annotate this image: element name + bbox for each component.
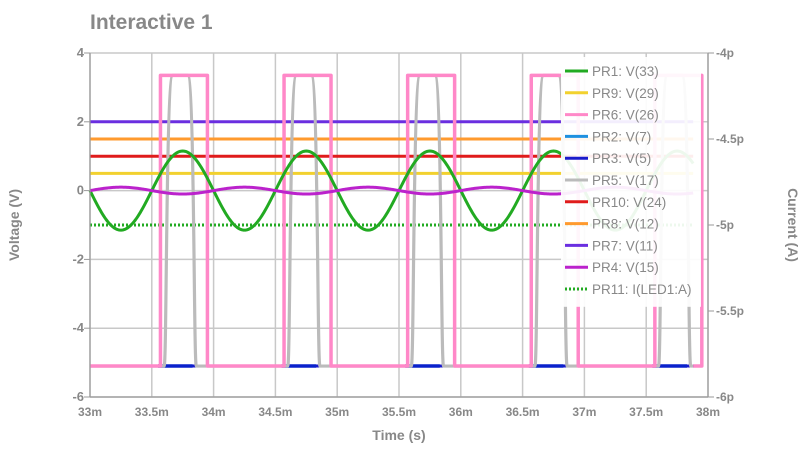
x-axis-label: Time (s)	[372, 427, 425, 443]
legend-label: PR9: V(29)	[592, 86, 659, 101]
x-tick-label: 38m	[696, 405, 720, 419]
legend-label: PR7: V(11)	[592, 238, 658, 253]
y-left-tick-label: 0	[77, 183, 84, 198]
legend-label: PR5: V(17)	[592, 173, 659, 188]
axes: 33m 33.5m 34m 34.5m 35m 35.5m 36m 36.5m 37m 37.5m…	[6, 45, 801, 443]
legend-label: PR8: V(12)	[592, 217, 659, 232]
y-right-tick-label: -6p	[716, 390, 734, 404]
x-tick-label: 35.5m	[382, 405, 416, 419]
legend-label: PR11: I(LED1:A)	[592, 282, 692, 297]
legend: PR1: V(33) PR9: V(29) PR6: V(26) PR2: V(7) P…	[561, 57, 701, 307]
legend-label: PR4: V(15)	[592, 260, 659, 275]
legend-label: PR1: V(33)	[592, 64, 659, 79]
y-right-axis-label: Current (A)	[785, 188, 801, 262]
x-tick-label: 37.5m	[629, 405, 663, 419]
legend-label: PR2: V(7)	[592, 129, 651, 144]
x-tick-label: 36.5m	[506, 405, 540, 419]
legend-label: PR10: V(24)	[592, 195, 666, 210]
legend-box	[561, 57, 701, 307]
y-left-tick-label: -4	[72, 320, 84, 335]
y-left-tick-label: 2	[77, 114, 84, 129]
chart-title: Interactive 1	[90, 11, 213, 34]
legend-label: PR6: V(26)	[592, 108, 659, 123]
x-tick-label: 33m	[78, 405, 102, 419]
y-left-axis-label: Voltage (V)	[6, 189, 22, 261]
x-tick-label: 34m	[202, 405, 226, 419]
x-tick-label: 35m	[325, 405, 349, 419]
y-right-tick-label: -4.5p	[716, 132, 744, 146]
y-left-tick-label: -2	[72, 251, 84, 266]
legend-label: PR3: V(5)	[592, 151, 651, 166]
y-right-tick-label: -5p	[716, 218, 734, 232]
y-left-tick-label: 4	[77, 45, 85, 60]
x-tick-label: 37m	[572, 405, 596, 419]
x-tick-label: 36m	[449, 405, 473, 419]
y-left-tick-label: -6	[72, 389, 84, 404]
x-tick-label: 34.5m	[258, 405, 292, 419]
y-right-tick-label: -5.5p	[716, 304, 744, 318]
y-right-tick-label: -4p	[716, 46, 734, 60]
x-tick-label: 33.5m	[135, 405, 169, 419]
